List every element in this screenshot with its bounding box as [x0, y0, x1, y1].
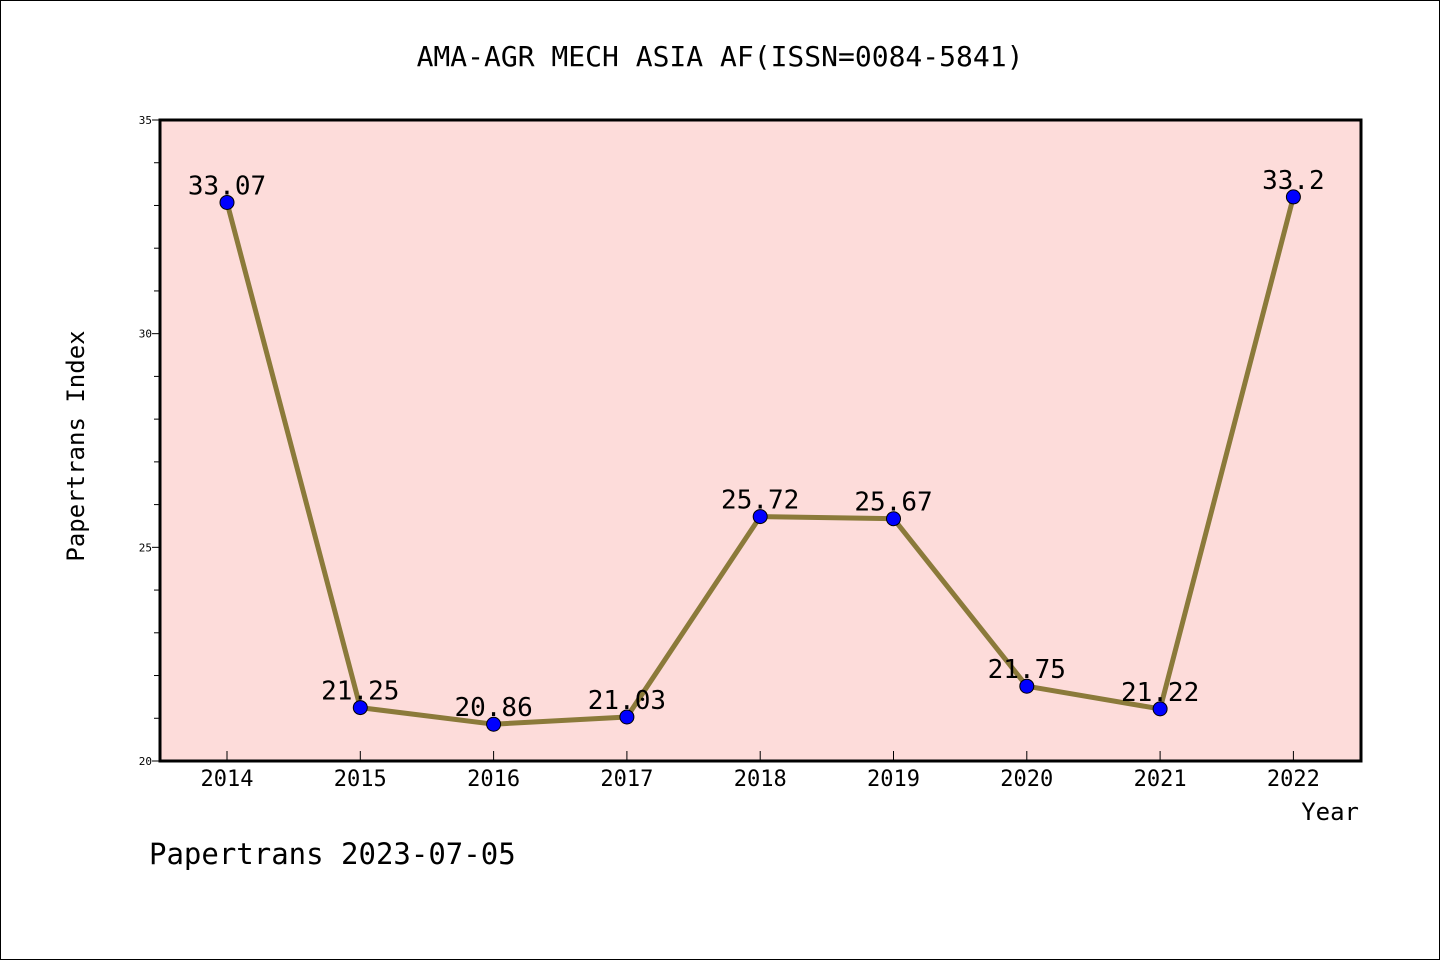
y-axis: 20 25 30 35: [139, 114, 160, 768]
data-label: 21.75: [988, 655, 1066, 685]
chart-title: AMA-AGR MECH ASIA AF(ISSN=0084-5841): [417, 40, 1024, 73]
data-label: 21.03: [588, 686, 666, 716]
x-tick-label: 2019: [867, 767, 920, 792]
x-tick-label: 2020: [1000, 767, 1053, 792]
y-tick-label: 25: [139, 541, 152, 554]
plot-area: [160, 120, 1361, 761]
x-tick-label: 2016: [467, 767, 520, 792]
data-label: 25.67: [854, 488, 932, 518]
data-label: 33.07: [188, 171, 266, 201]
data-label: 25.72: [721, 486, 799, 516]
x-tick-label: 2017: [600, 767, 653, 792]
x-tick-label: 2014: [201, 767, 254, 792]
x-tick-label: 2015: [334, 767, 387, 792]
y-axis-label: Papertrans Index: [62, 330, 90, 561]
data-label: 21.22: [1121, 678, 1199, 708]
x-axis-label: Year: [1301, 798, 1359, 826]
data-label: 21.25: [321, 677, 399, 707]
y-tick-label: 35: [139, 114, 152, 127]
footer-caption: Papertrans 2023-07-05: [149, 837, 516, 871]
x-tick-label: 2021: [1134, 767, 1187, 792]
data-label: 33.2: [1262, 166, 1325, 196]
y-tick-label: 30: [139, 328, 152, 341]
x-tick-label: 2022: [1267, 767, 1320, 792]
x-tick-label: 2018: [734, 767, 787, 792]
data-label: 20.86: [454, 693, 532, 723]
y-tick-label: 20: [139, 755, 152, 768]
